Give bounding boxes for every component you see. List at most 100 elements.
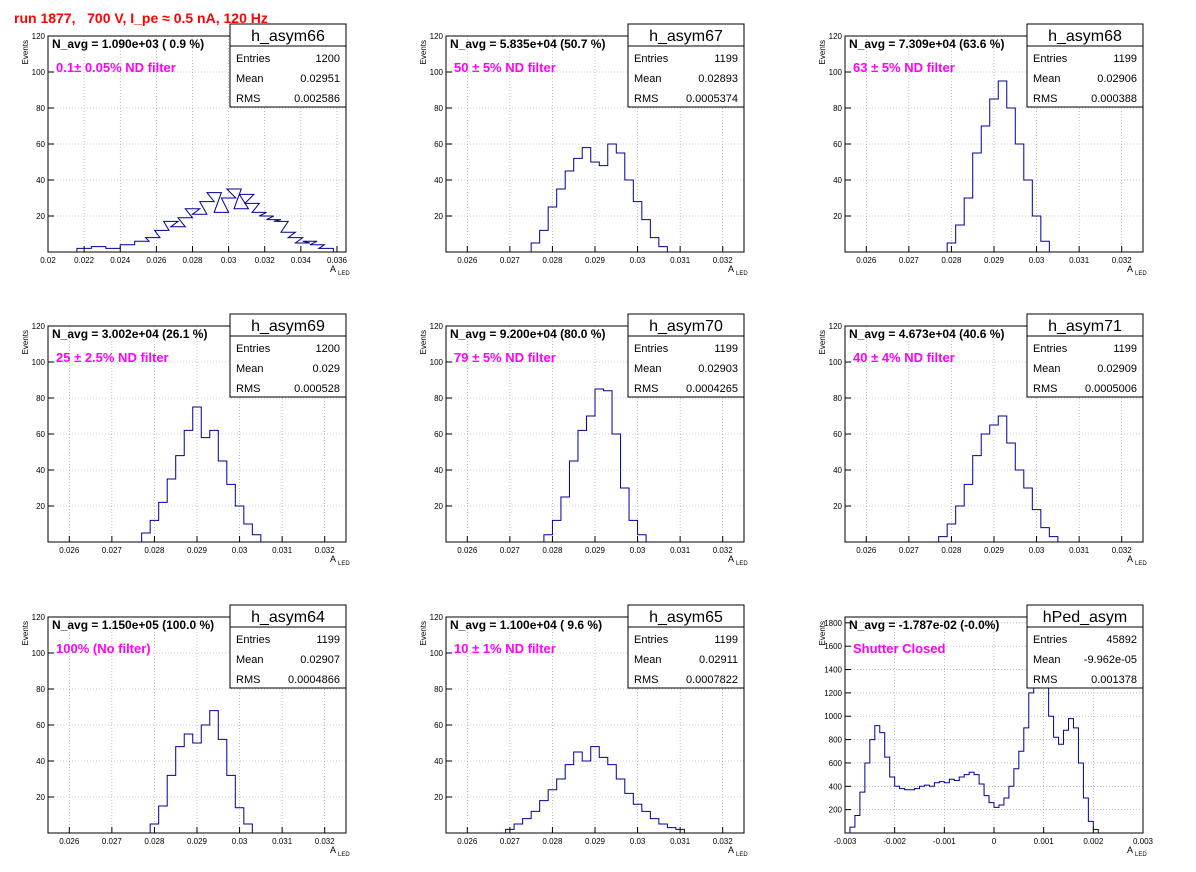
x-tick-label: 0.027 xyxy=(500,837,521,846)
y-tick-label: 60 xyxy=(434,721,443,730)
y-tick-label: 800 xyxy=(829,736,843,745)
y-tick-label: 100 xyxy=(32,358,46,367)
stats-value: 1199 xyxy=(714,634,738,646)
x-tick-label: 0.03 xyxy=(1029,256,1045,265)
x-tick-label: 0.028 xyxy=(542,546,563,555)
x-tick-label: 0.032 xyxy=(1112,256,1133,265)
stats-box xyxy=(1026,335,1144,398)
x-tick-label: 0.027 xyxy=(500,546,521,555)
y-tick-label: 20 xyxy=(434,212,443,221)
stats-value: 0.0005006 xyxy=(1085,383,1137,395)
histogram-name: h_asym64 xyxy=(251,609,325,626)
y-tick-label: 120 xyxy=(430,322,444,331)
stats-label: Entries xyxy=(634,53,669,65)
histogram-panel: 0.026 0.027 0.028 0.029 0.03 0.031 0.032 20 40 60… xyxy=(419,23,748,277)
y-tick-label: 120 xyxy=(32,613,46,622)
filter-label: 0.1± 0.05% ND filter xyxy=(56,60,176,75)
stats-label: Entries xyxy=(236,634,271,646)
x-tick-label: -0.001 xyxy=(933,837,956,846)
x-tick-label: 0.029 xyxy=(984,546,1005,555)
stats-value: 0.002586 xyxy=(294,93,340,105)
x-tick-label: 0.032 xyxy=(713,546,734,555)
stats-label: RMS xyxy=(236,93,260,105)
y-tick-label: 1600 xyxy=(824,642,842,651)
filter-label: 25 ± 2.5% ND filter xyxy=(56,350,169,365)
stats-label: Mean xyxy=(634,363,662,375)
y-tick-label: 100 xyxy=(32,68,46,77)
x-axis-label: A xyxy=(1127,264,1133,274)
stats-box xyxy=(229,626,347,689)
histogram-panel: 0.026 0.027 0.028 0.029 0.03 0.031 0.032 20 40 60… xyxy=(818,313,1147,567)
y-tick-label: 400 xyxy=(829,782,843,791)
stats-label: Mean xyxy=(1033,73,1061,85)
stats-value: 1199 xyxy=(714,53,738,65)
x-tick-label: 0.032 xyxy=(315,837,336,846)
histogram-name: h_asym68 xyxy=(1048,28,1122,45)
y-axis-label: Events xyxy=(419,621,428,645)
x-tick-label: 0.031 xyxy=(670,256,691,265)
histogram-name: h_asym69 xyxy=(251,318,325,335)
histogram-line xyxy=(149,710,253,833)
stats-value: 0.001378 xyxy=(1091,674,1137,686)
page-title: run 1877, 700 V, I_pe ≈ 0.5 nA, 120 Hz xyxy=(14,10,268,26)
filter-label: 79 ± 5% ND filter xyxy=(454,350,556,365)
histogram-line xyxy=(505,746,685,833)
stats-value: 1200 xyxy=(316,343,340,355)
x-tick-label: 0.028 xyxy=(941,546,962,555)
x-tick-label: 0.003 xyxy=(1133,837,1154,846)
x-tick-label: 0.026 xyxy=(457,256,478,265)
x-tick-label: 0.026 xyxy=(59,837,80,846)
histogram-line xyxy=(530,143,668,252)
stats-value: 0.000528 xyxy=(294,383,340,395)
stats-value: 0.0007822 xyxy=(686,674,738,686)
filter-label: Shutter Closed xyxy=(853,641,946,656)
stats-value: 0.02907 xyxy=(300,654,340,666)
stats-label: Entries xyxy=(634,634,669,646)
stats-value: 0.0004265 xyxy=(686,383,738,395)
y-tick-label: 40 xyxy=(36,757,45,766)
x-tick-label: 0.026 xyxy=(457,837,478,846)
x-tick-label: 0.03 xyxy=(1029,546,1045,555)
y-tick-label: 40 xyxy=(434,757,443,766)
x-tick-label: 0.026 xyxy=(856,546,877,555)
x-tick-label: 0.03 xyxy=(221,256,237,265)
y-tick-label: 120 xyxy=(829,32,843,41)
x-axis-label: A xyxy=(1127,845,1133,855)
x-tick-label: 0.032 xyxy=(713,256,734,265)
histogram-name: h_asym71 xyxy=(1048,318,1122,335)
x-axis-label-subscript: LED xyxy=(736,852,748,858)
stats-box xyxy=(627,626,745,689)
navg-annotation: N_avg = 1.100e+04 ( 9.6 %) xyxy=(450,618,602,632)
filter-label: 10 ± 1% ND filter xyxy=(454,641,556,656)
y-axis-label: Events xyxy=(818,40,827,64)
stats-value: 0.02911 xyxy=(699,654,738,666)
x-tick-label: 0.03 xyxy=(630,546,646,555)
stats-value: 1199 xyxy=(714,343,738,355)
stats-box xyxy=(1026,45,1144,108)
x-tick-label: 0.028 xyxy=(144,837,165,846)
y-tick-label: 60 xyxy=(36,140,45,149)
x-tick-label: 0.032 xyxy=(1112,546,1133,555)
y-tick-label: 80 xyxy=(36,685,45,694)
y-tick-label: 120 xyxy=(829,322,843,331)
navg-annotation: N_avg = 3.002e+04 (26.1 %) xyxy=(52,327,207,341)
x-axis-label: A xyxy=(330,845,336,855)
y-tick-label: 80 xyxy=(434,104,443,113)
x-axis-label-subscript: LED xyxy=(338,271,350,277)
stats-label: Entries xyxy=(634,343,669,355)
x-tick-label: 0.032 xyxy=(315,546,336,555)
stats-label: Mean xyxy=(1033,654,1061,666)
histogram-name: h_asym65 xyxy=(649,609,723,626)
y-tick-label: 80 xyxy=(36,394,45,403)
x-tick-label: 0.024 xyxy=(110,256,131,265)
x-tick-label: 0.031 xyxy=(1069,546,1090,555)
x-tick-label: 0.028 xyxy=(182,256,203,265)
stats-value: 0.000388 xyxy=(1091,93,1137,105)
x-tick-label: 0.029 xyxy=(585,256,606,265)
filter-label: 63 ± 5% ND filter xyxy=(853,60,955,75)
stats-label: Entries xyxy=(236,53,271,65)
x-axis-label-subscript: LED xyxy=(1135,271,1147,277)
x-tick-label: 0.029 xyxy=(187,837,208,846)
y-tick-label: 20 xyxy=(36,793,45,802)
x-axis-label: A xyxy=(330,554,336,564)
